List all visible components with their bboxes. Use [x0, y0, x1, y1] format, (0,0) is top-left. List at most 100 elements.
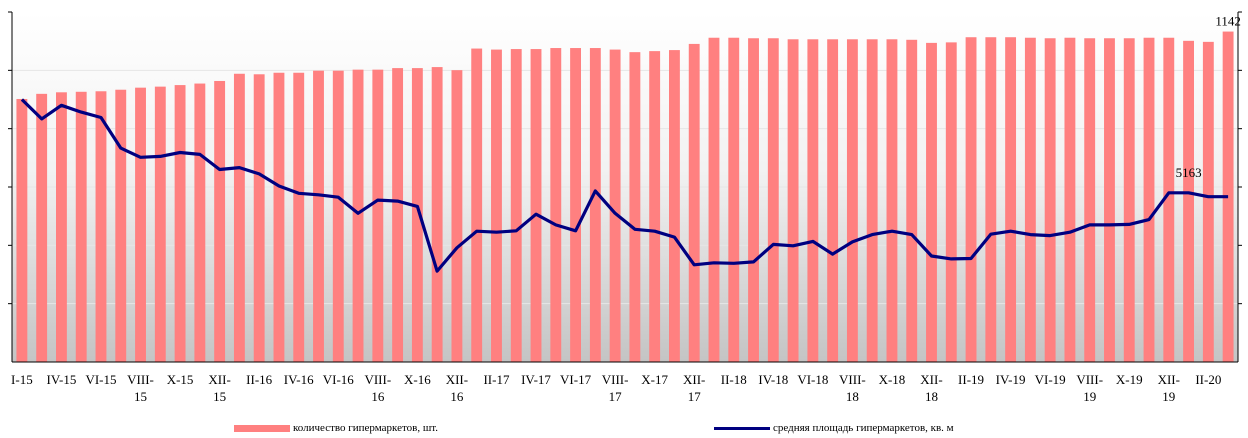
legend-line-label: средняя площадь гипермаркетов, кв. м	[773, 422, 954, 434]
data-label: 1142	[1215, 14, 1241, 29]
bar	[1064, 37, 1076, 363]
bar	[332, 70, 344, 363]
bar	[1222, 31, 1234, 362]
bar	[570, 48, 582, 362]
bar	[55, 92, 67, 362]
axes	[8, 11, 1242, 363]
bar	[767, 38, 779, 362]
bar	[510, 49, 522, 362]
x-tick-label: X-15	[167, 372, 194, 387]
bar	[214, 80, 226, 363]
bar	[609, 49, 621, 363]
bar	[491, 49, 502, 363]
x-tick-label: X-17	[641, 372, 668, 387]
bar	[313, 70, 324, 363]
bar	[846, 39, 858, 362]
x-tick-label: XII-18	[920, 372, 942, 404]
bar	[431, 67, 443, 362]
x-tick-label: X-19	[1116, 372, 1143, 387]
bar	[1202, 41, 1214, 363]
bar	[965, 37, 977, 363]
bar	[135, 87, 146, 362]
bar	[1163, 37, 1175, 363]
x-tick-label: XII-15	[208, 372, 230, 404]
x-tick-label: II-17	[483, 372, 509, 387]
legend-bar-swatch	[234, 424, 290, 432]
bar	[748, 38, 759, 362]
bar	[392, 68, 404, 363]
x-tick-label: VI-18	[797, 372, 828, 387]
bar	[550, 48, 562, 362]
x-tick-label: II-19	[958, 372, 984, 387]
bar	[194, 83, 206, 362]
bar	[372, 69, 384, 362]
x-tick-label: IV-18	[758, 372, 788, 387]
x-tick-label: XII-16	[446, 372, 468, 404]
bar	[16, 98, 28, 362]
bar	[649, 51, 661, 362]
bar	[1024, 37, 1036, 363]
x-tick-label: VIII-19	[1076, 372, 1103, 404]
data-labels: 1142 5163	[1176, 14, 1241, 180]
legend-bars: количество гипермаркетов, шт.	[234, 422, 438, 434]
bar	[174, 85, 186, 363]
x-tick-label: VIII-18	[839, 372, 866, 404]
bar	[1005, 37, 1017, 363]
bar	[1084, 38, 1096, 362]
bar	[668, 50, 680, 363]
bar	[115, 89, 127, 363]
legend-bar-label: количество гипермаркетов, шт.	[293, 422, 439, 434]
bar	[411, 68, 423, 363]
bar	[471, 48, 483, 362]
bar	[886, 39, 898, 362]
x-tick-label: IV-19	[996, 372, 1026, 387]
bar	[866, 39, 878, 362]
legend-line-swatch	[714, 426, 770, 430]
x-tick-label: IV-16	[284, 372, 314, 387]
bar	[154, 86, 166, 362]
bar	[36, 93, 48, 363]
bar	[95, 91, 107, 362]
bar	[688, 43, 700, 362]
bar	[1143, 37, 1155, 363]
bar	[827, 39, 839, 362]
bar	[293, 72, 305, 362]
bar	[926, 42, 937, 362]
bar	[985, 37, 997, 363]
x-tick-labels: I-15 IV-15 VI-15 VIII-15 X-15 XII-15 II-16 IV-1…	[11, 372, 1221, 404]
bar	[629, 52, 641, 362]
x-tick-label: X-16	[404, 372, 431, 387]
x-tick-label: VI-15	[85, 372, 116, 387]
bar	[708, 37, 720, 363]
x-tick-label: II-16	[246, 372, 272, 387]
x-tick-label: IV-15	[47, 372, 77, 387]
bar	[1104, 38, 1115, 362]
bar	[906, 39, 918, 362]
bar	[352, 69, 364, 362]
bar	[273, 72, 285, 362]
x-tick-label: IV-17	[521, 372, 551, 387]
bar	[728, 37, 740, 363]
x-tick-label: II-20	[1195, 372, 1221, 387]
bar	[807, 39, 819, 362]
x-tick-label: VI-19	[1035, 372, 1066, 387]
data-label: 5163	[1176, 165, 1202, 180]
bar	[530, 49, 542, 362]
x-tick-label: VIII-16	[364, 372, 391, 404]
bar	[75, 91, 87, 362]
x-tick-label: VIII-15	[127, 372, 154, 404]
bar	[589, 48, 601, 362]
x-tick-label: II-18	[721, 372, 747, 387]
x-tick-label: VIII-17	[602, 372, 629, 404]
line-series	[20, 98, 1229, 273]
series-line	[20, 98, 1229, 273]
bar	[1183, 40, 1195, 363]
bar-series	[16, 31, 1234, 363]
bar	[1123, 38, 1135, 362]
x-tick-label: I-15	[11, 372, 33, 387]
bar	[1044, 38, 1056, 362]
x-tick-label: XII-19	[1158, 372, 1180, 404]
x-tick-label: XII-17	[683, 372, 705, 404]
bar	[253, 74, 265, 362]
